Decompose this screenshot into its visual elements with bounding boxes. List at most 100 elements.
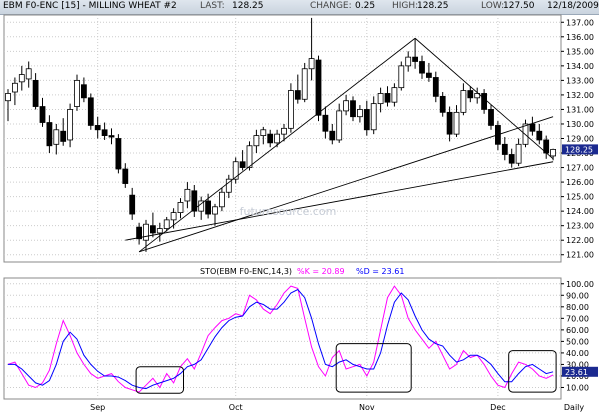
symbol-title: EBM F0-ENC [15] - MILLING WHEAT #2 xyxy=(3,1,177,11)
candle xyxy=(460,83,467,116)
trendline xyxy=(414,37,554,160)
price-tick-label: 136.00 xyxy=(566,33,594,42)
candle-body xyxy=(467,90,474,99)
trendline xyxy=(138,37,416,253)
stochastic-plot-area xyxy=(3,277,562,400)
candle xyxy=(398,61,405,91)
candle xyxy=(74,74,80,111)
candle xyxy=(18,65,25,91)
candle xyxy=(122,163,129,188)
candle-body xyxy=(18,74,25,83)
price-tick-label: 131.00 xyxy=(566,105,594,114)
candle-body xyxy=(343,100,350,112)
candle xyxy=(32,73,39,110)
candle-body xyxy=(246,145,253,168)
candle-body xyxy=(453,111,460,135)
stoch-tick-label: 10.00 xyxy=(566,383,589,392)
candle-body xyxy=(384,93,391,103)
change-value: 0.25 xyxy=(355,1,376,11)
candle xyxy=(439,92,446,117)
candle-body xyxy=(225,178,232,193)
candle-body xyxy=(232,161,239,180)
candle xyxy=(163,216,170,232)
price-tick-label: 125.00 xyxy=(566,193,594,202)
stoch-value-badge-text: 23.61 xyxy=(565,368,588,377)
candle-body xyxy=(356,109,363,118)
candle-body xyxy=(363,109,370,131)
stoch-tick-label: 100.00 xyxy=(566,280,594,289)
candle-body xyxy=(412,56,419,62)
high-label: HIGH: xyxy=(392,1,419,11)
candle-body xyxy=(53,129,60,145)
k-legend: %K = 20.89 xyxy=(297,267,345,276)
candle xyxy=(501,137,508,161)
candle xyxy=(225,174,232,199)
candle xyxy=(370,96,377,135)
x-tick-label: Sep xyxy=(90,403,105,412)
candle-body xyxy=(101,129,108,136)
chart-header: EBM F0-ENC [15] - MILLING WHEAT #2 LAST:… xyxy=(0,0,599,15)
candle-body xyxy=(143,223,149,241)
candle xyxy=(432,71,439,103)
candle xyxy=(308,17,315,81)
x-tick-label: Daily xyxy=(564,403,585,412)
candle xyxy=(260,126,267,145)
price-tick-label: 123.00 xyxy=(566,222,594,231)
candle-body xyxy=(260,129,267,136)
candle xyxy=(191,184,198,217)
last-price-badge xyxy=(562,144,598,155)
stoch-tick-label: 30.00 xyxy=(566,360,589,369)
candle xyxy=(481,89,488,114)
candle-body xyxy=(550,148,556,157)
stoch-tick-label: 70.00 xyxy=(566,314,589,323)
candle-body xyxy=(481,93,488,110)
x-tick-label: Oct xyxy=(229,403,243,412)
candle-body xyxy=(205,200,212,215)
candle-body xyxy=(315,59,322,116)
trendline xyxy=(138,116,554,253)
candle-body xyxy=(287,90,294,129)
last-label: LAST: xyxy=(200,1,225,11)
candle-body xyxy=(529,123,536,132)
candle xyxy=(515,138,522,167)
low-value: 127.50 xyxy=(503,1,535,11)
candle-body xyxy=(122,168,129,184)
candle-body xyxy=(149,225,156,234)
price-tick-label: 129.00 xyxy=(566,135,594,144)
candle xyxy=(184,182,191,209)
candle-body xyxy=(94,125,101,131)
stoch-tick-label: 80.00 xyxy=(566,303,589,312)
candle-body xyxy=(274,133,281,144)
candle xyxy=(343,94,350,116)
candle-body xyxy=(212,206,218,215)
candle xyxy=(350,96,356,122)
price-tick-label: 122.00 xyxy=(566,236,594,245)
candle xyxy=(356,105,363,123)
price-tick-label: 130.00 xyxy=(566,120,594,129)
candle-body xyxy=(329,130,336,141)
candle xyxy=(11,77,18,106)
candle-body xyxy=(460,90,467,113)
candle xyxy=(391,83,398,107)
candle-body xyxy=(515,143,522,164)
candle xyxy=(87,93,94,130)
candle xyxy=(177,198,184,219)
x-tick-label: Dec xyxy=(490,403,505,412)
candle xyxy=(115,134,122,174)
candle xyxy=(419,55,425,79)
candle xyxy=(377,87,384,113)
candle xyxy=(363,100,370,136)
candle-body xyxy=(253,135,260,147)
candle-body xyxy=(11,82,18,93)
candle xyxy=(322,106,329,139)
candle-body xyxy=(177,202,184,214)
low-label: LOW: xyxy=(481,1,505,11)
candle-body xyxy=(191,190,198,212)
candle-body xyxy=(301,68,308,100)
price-tick-label: 124.00 xyxy=(566,207,594,216)
candle xyxy=(267,129,274,148)
candle xyxy=(108,128,115,145)
candle xyxy=(301,62,308,103)
candle-body xyxy=(501,143,508,155)
